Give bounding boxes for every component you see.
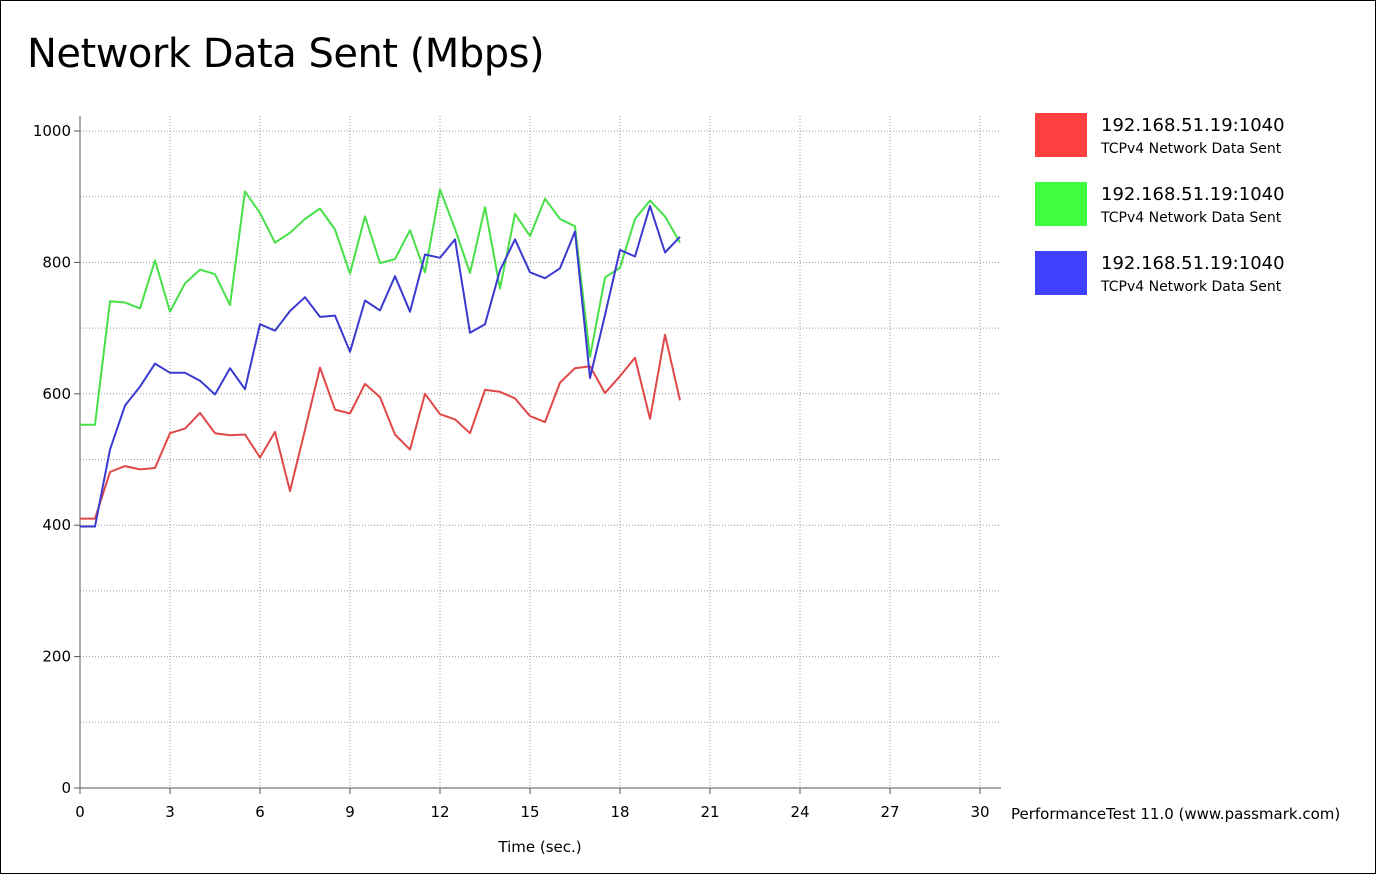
y-tick-label: 400 (42, 516, 71, 534)
y-tick-labels: 0 200 400 600 800 1000 (33, 122, 71, 797)
x-tick-label: 21 (700, 803, 719, 821)
x-tick-label: 6 (255, 803, 265, 821)
x-tick-label: 9 (345, 803, 355, 821)
x-tick-labels: 0 3 6 9 12 15 18 21 24 27 30 (75, 803, 989, 821)
legend-series-name: 192.168.51.19:1040 (1101, 253, 1285, 274)
series-lines (80, 188, 681, 528)
x-tick-label: 18 (610, 803, 629, 821)
y-tick-label: 200 (42, 648, 71, 666)
series-line-3 (80, 204, 681, 528)
y-tick-label: 0 (61, 779, 71, 797)
legend-series-description: TCPv4 Network Data Sent (1101, 210, 1282, 226)
legend-swatch (1035, 182, 1087, 226)
legend-series-name: 192.168.51.19:1040 (1101, 115, 1285, 136)
grid-lines (80, 116, 1001, 788)
axes (74, 116, 1001, 794)
x-tick-label: 15 (520, 803, 539, 821)
credit-text: PerformanceTest 11.0 (www.passmark.com) (1011, 805, 1341, 823)
legend-series-name: 192.168.51.19:1040 (1101, 184, 1285, 205)
legend-series-description: TCPv4 Network Data Sent (1101, 279, 1282, 295)
legend-swatch (1035, 113, 1087, 157)
x-tick-label: 27 (880, 803, 899, 821)
y-tick-label: 800 (42, 253, 71, 271)
x-tick-label: 3 (165, 803, 175, 821)
x-axis-label: Time (sec.) (497, 838, 581, 856)
legend-series-description: TCPv4 Network Data Sent (1101, 141, 1282, 157)
x-tick-label: 24 (790, 803, 809, 821)
legend-swatch (1035, 251, 1087, 295)
y-tick-label: 600 (42, 385, 71, 403)
chart-title: Network Data Sent (Mbps) (27, 31, 545, 77)
x-tick-label: 0 (75, 803, 85, 821)
series-line-2 (80, 188, 681, 426)
x-tick-label: 12 (430, 803, 449, 821)
y-tick-label: 1000 (33, 122, 71, 140)
x-tick-label: 30 (970, 803, 989, 821)
series-line-1 (80, 333, 681, 520)
